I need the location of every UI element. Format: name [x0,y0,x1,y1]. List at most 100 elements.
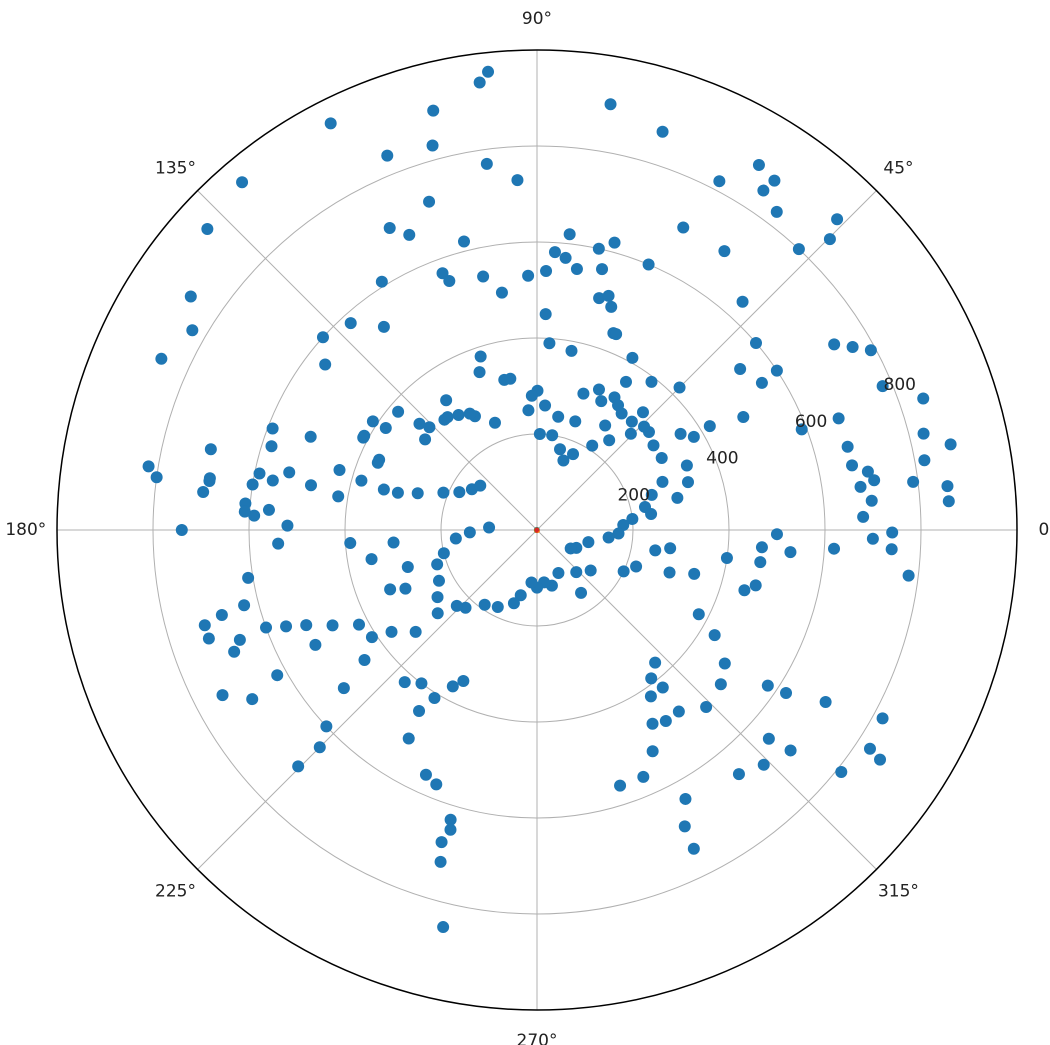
scatter-point [557,454,570,467]
scatter-point [377,320,390,333]
scatter-point [427,104,440,117]
scatter-point [866,532,879,545]
scatter-point [398,676,411,689]
scatter-point [423,195,436,208]
scatter-point [384,583,397,596]
scatter-point [902,569,915,582]
scatter-point [463,526,476,539]
scatter-point [626,351,639,364]
scatter-point [612,527,625,540]
scatter-point [784,546,797,559]
spiral-line-4 [534,527,540,533]
scatter-point [309,638,322,651]
scatter-point [620,375,632,388]
scatter-point [636,406,649,419]
scatter-point [835,766,848,779]
scatter-point [615,407,628,420]
scatter-point [540,264,553,277]
scatter-point [155,352,168,365]
scatter-point [428,691,441,704]
scatter-point [754,556,767,569]
scatter-point [319,358,332,371]
scatter-point [885,543,898,556]
scatter-point [375,275,388,288]
scatter-point [630,560,643,573]
scatter-point [337,682,350,695]
scatter-point [473,366,486,379]
scatter-point [543,337,556,350]
scatter-point [392,405,405,418]
spiral-series [533,526,540,534]
angular-tick-label: 0° [1039,520,1050,540]
scatter-point [795,423,808,436]
scatter-point [365,631,378,644]
tick-labels: 0° 45° 90° 135° 180° 225° 270° 315° 200 400 600 800 [5,9,1050,1045]
scatter-point [679,792,692,805]
scatter-point [437,486,450,499]
scatter-point [443,274,456,287]
scatter-point [736,295,749,308]
scatter-point [265,440,278,453]
scatter-point [477,270,490,283]
scatter-point [402,732,415,745]
scatter-point [522,269,535,282]
scatter-point [708,629,721,642]
scatter-point [316,331,329,344]
scatter-point [732,768,745,781]
scatter-point [823,233,836,246]
scatter-point [300,619,313,632]
scatter-point [304,430,317,443]
scatter-point [495,286,508,299]
scatter-point [656,125,669,138]
scatter-point [283,466,296,479]
scatter-point [450,599,463,612]
scatter-point [570,263,583,276]
scatter-point [819,696,832,709]
scatter-point [423,421,436,434]
scatter-point [440,394,453,407]
scatter-point [645,375,658,388]
scatter-point [831,213,844,226]
scatter-point [713,175,726,188]
scatter-point [700,700,713,713]
scatter-point [599,419,612,432]
scatter-point [463,407,476,420]
scatter-point [419,433,432,446]
scatter-point [355,474,368,487]
scatter-point [373,453,386,466]
scatter-point [564,542,577,555]
scatter-point [304,479,317,492]
scatter-point [435,836,448,849]
scatter-point [846,459,859,472]
scatter-point [575,586,588,599]
scatter-point [175,524,188,536]
scatter-point [876,380,889,393]
scatter-point [644,690,657,703]
scatter-point [438,413,451,426]
scatter-point [326,619,339,632]
scatter-point [203,472,216,485]
scatter-point [605,300,618,313]
scatter-point [478,598,491,611]
scatter-point [204,443,217,456]
scatter-point [248,509,261,522]
scatter-point [385,625,398,638]
scatter-point [514,589,527,602]
scatter-point [246,478,259,491]
scatter-point [718,245,731,258]
scatter-point [411,487,424,500]
scatter-point [437,921,450,934]
scatter-point [863,742,876,755]
scatter-point [266,422,279,435]
scatter-point [525,389,538,402]
scatter-point [918,454,931,467]
scatter-point [504,372,517,385]
scatter-point [483,521,496,534]
scatter-point [236,176,249,189]
scatter-point [874,753,887,766]
scatter-point [387,536,400,549]
scatter-point [614,779,627,792]
scatter-point [595,395,608,408]
angular-grid-line [536,190,877,531]
